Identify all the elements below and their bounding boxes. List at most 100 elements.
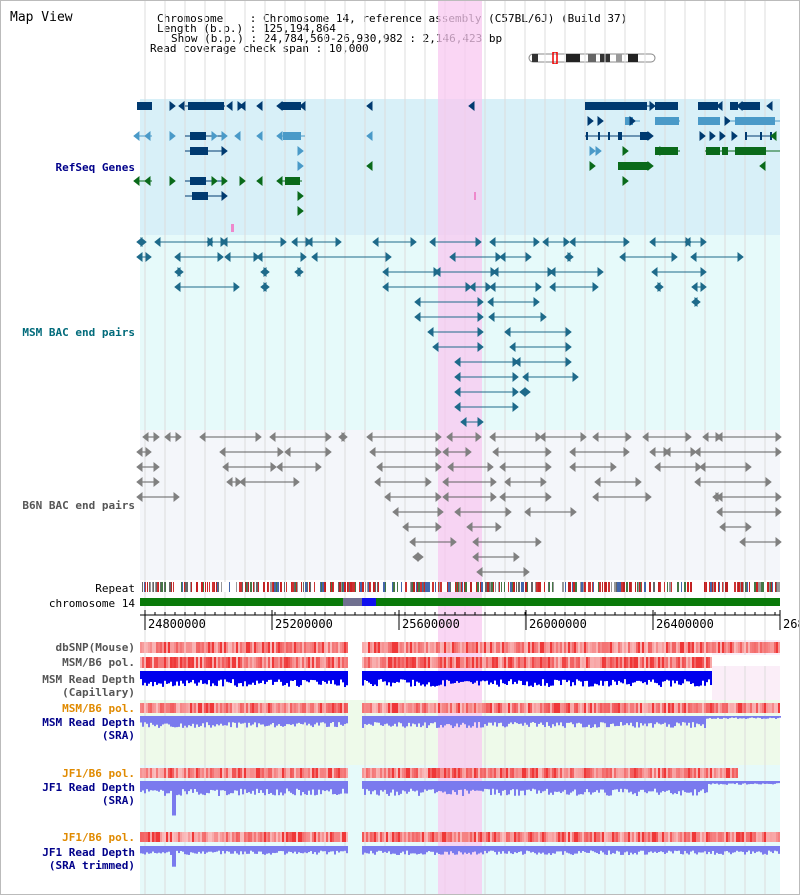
polymorphism-bin [462,657,464,668]
read-depth-bin [406,716,408,727]
polymorphism-bin [300,768,302,778]
read-depth-bin [190,781,192,790]
polymorphism-bin [692,642,694,653]
msm-bac-end [174,251,181,263]
read-depth-bin [154,781,156,791]
repeat-element [250,582,252,592]
read-depth-bin [476,716,478,728]
read-depth-bin [552,781,554,795]
read-depth-bin [640,716,642,724]
repeat-element [401,582,402,592]
polymorphism-bin [548,768,550,778]
read-depth-bin [144,846,146,855]
polymorphism-bin [210,642,212,653]
msm-bac-end [565,326,572,338]
polymorphism-bin [164,642,166,653]
read-depth-bin [716,781,718,784]
read-depth-bin [574,846,576,854]
polymorphism-bin [624,642,626,653]
polymorphism-bin [756,703,758,713]
repeat-element [617,582,619,592]
read-depth-bin [396,781,398,792]
strand-arrow [276,130,283,142]
read-depth-bin [194,781,196,789]
read-depth-bin [550,781,552,793]
read-depth-bin [596,846,598,854]
polymorphism-bin [152,642,154,653]
polymorphism-bin [384,832,386,842]
polymorphism-bin [602,657,604,668]
read-depth-bin [731,716,733,718]
polymorphism-bin [274,703,276,713]
read-depth-bin [490,671,492,683]
polymorphism-bin [142,703,144,713]
read-depth-bin [586,716,588,727]
strand-arrow [589,145,596,157]
read-depth-bin [514,846,516,853]
polymorphism-bin [192,832,194,842]
read-depth-bin [238,846,240,855]
polymorphism-bin [234,703,236,713]
polymorphism-bin [198,657,200,668]
read-depth-bin [676,716,678,723]
repeat-element [570,582,571,592]
read-depth-bin [256,671,258,681]
polymorphism-bin [748,642,750,653]
read-depth-bin [274,846,276,854]
read-depth-bin [322,671,324,681]
polymorphism-bin [278,657,280,668]
polymorphism-bin [700,703,702,713]
read-depth-bin [719,716,721,719]
polymorphism-bin [462,768,464,778]
msm-bac-end [449,251,456,263]
read-depth-bin [346,846,348,854]
read-depth-bin [648,781,650,792]
strand-arrow [468,100,475,112]
gene-exon [640,132,648,140]
read-depth-bin [264,846,266,855]
read-depth-bin [298,716,300,723]
read-depth-bin [216,671,218,687]
read-depth-bin [524,716,526,723]
polymorphism-bin [478,642,480,653]
polymorphism-bin [182,657,184,668]
repeat-element [776,582,777,592]
polymorphism-bin [224,703,226,713]
read-depth-bin [184,781,186,792]
polymorphism-bin [384,642,386,653]
polymorphism-bin [292,703,294,713]
label-jf1-b6-pol: JF1/B6 pol. [62,767,135,780]
polymorphism-bin [154,642,156,653]
polymorphism-bin [196,703,198,713]
read-depth-bin [622,671,624,684]
read-depth-bin [546,716,548,723]
polymorphism-bin [466,642,468,653]
polymorphism-bin [286,703,288,713]
repeat-element [495,582,496,592]
polymorphism-bin [474,768,476,778]
read-depth-bin [488,781,490,790]
polymorphism-bin [668,832,670,842]
polymorphism-bin [652,832,654,842]
read-depth-bin [230,716,232,728]
polymorphism-bin [774,703,776,713]
polymorphism-bin [570,768,572,778]
polymorphism-bin [152,703,154,713]
chromosome-ideogram[interactable] [528,52,658,64]
read-depth-bin [528,671,530,687]
polymorphism-bin [244,657,246,668]
polymorphism-bin [424,768,426,778]
read-depth-bin [154,846,156,854]
read-depth-bin [266,846,268,854]
polymorphism-bin [178,768,180,778]
polymorphism-bin [202,768,204,778]
polymorphism-bin [492,768,494,778]
read-depth-bin [690,671,692,685]
gene-exon [735,117,775,125]
read-depth-bin [144,781,146,794]
polymorphism-bin [676,832,678,842]
polymorphism-bin [568,768,570,778]
read-depth-bin [324,781,326,792]
read-depth-bin [218,716,220,726]
